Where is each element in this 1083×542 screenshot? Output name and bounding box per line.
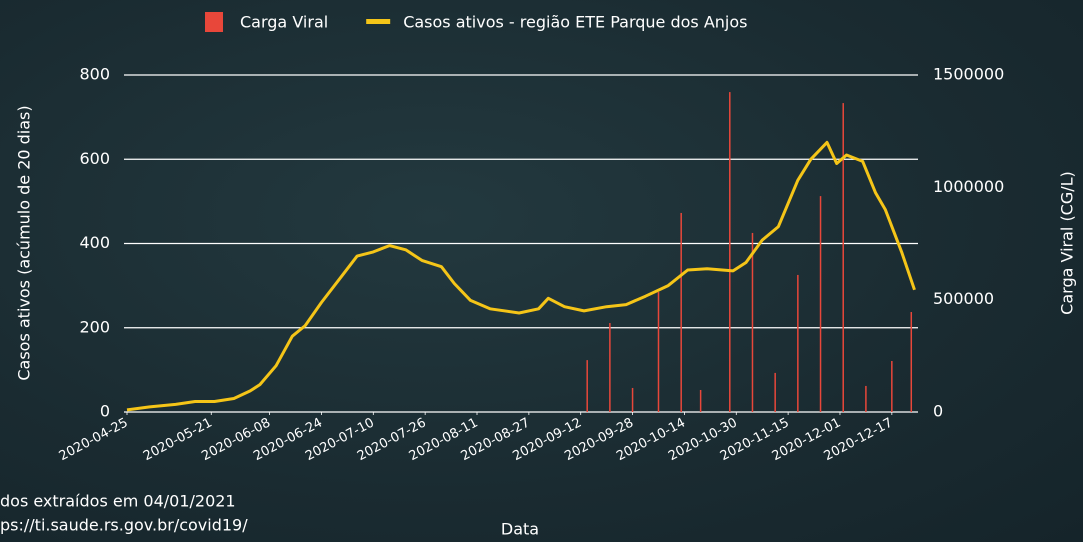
- bar: [865, 385, 867, 412]
- annotation: ps://ti.saude.rs.gov.br/covid19/: [0, 516, 248, 535]
- y-tick-label: 400: [79, 233, 110, 252]
- y2-tick-label: 1500000: [933, 65, 1004, 84]
- bar: [819, 196, 822, 412]
- bar: [586, 360, 588, 412]
- line: [126, 140, 916, 412]
- bar: [631, 387, 634, 412]
- annotation: dos extraídos em 04/01/2021: [0, 492, 236, 511]
- bar: [699, 389, 702, 412]
- bar: [729, 92, 731, 412]
- legend-label: Casos ativos - região ETE Parque dos Anj…: [403, 13, 747, 32]
- bar: [797, 274, 799, 412]
- x-axis-label: Data: [501, 520, 539, 539]
- y-tick-label: 0: [100, 402, 110, 421]
- bar: [774, 372, 776, 412]
- y2-tick-label: 1000000: [933, 177, 1004, 196]
- x-tick-label: 2020-04-25: [57, 415, 131, 464]
- y2-tick-label: 0: [933, 402, 943, 421]
- bar: [657, 292, 660, 412]
- legend-swatch: [366, 19, 391, 24]
- y-tick-label: 800: [79, 65, 110, 84]
- y2-axis-label: Carga Viral (CG/L): [1058, 171, 1077, 315]
- y-axis-label: Casos ativos (acúmulo de 20 dias): [15, 105, 34, 380]
- legend-label: Carga Viral: [240, 13, 328, 32]
- y2-tick-label: 500000: [933, 289, 994, 308]
- bar: [891, 361, 893, 412]
- bar: [680, 212, 682, 412]
- bar: [751, 232, 754, 412]
- bar: [910, 312, 913, 412]
- y-tick-label: 200: [79, 317, 110, 336]
- y-tick-label: 600: [79, 149, 110, 168]
- legend-swatch: [205, 12, 223, 32]
- bar: [842, 103, 844, 412]
- bar: [609, 323, 611, 412]
